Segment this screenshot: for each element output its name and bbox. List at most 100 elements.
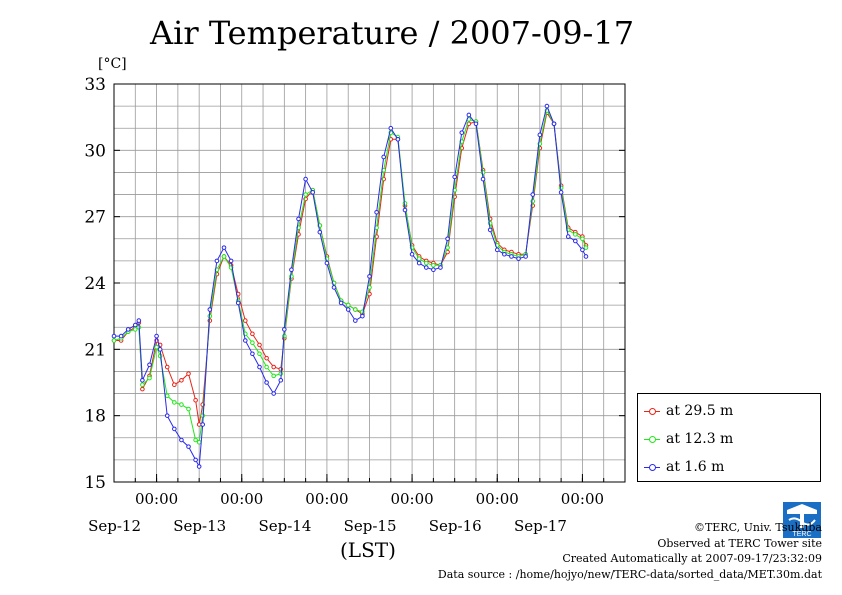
series-point-0 bbox=[264, 355, 269, 361]
legend-item-1-6m: at 1.6 m bbox=[644, 457, 724, 477]
series-point-1 bbox=[132, 327, 138, 332]
series-point-2 bbox=[221, 245, 227, 250]
series-point-2 bbox=[317, 229, 323, 235]
legend-swatch-12-3m bbox=[644, 434, 660, 444]
series-point-2 bbox=[345, 307, 351, 312]
series-point-1 bbox=[196, 439, 202, 445]
series-point-2 bbox=[157, 347, 163, 352]
series-point-2 bbox=[487, 227, 493, 233]
series-point-2 bbox=[331, 285, 337, 290]
series-point-2 bbox=[431, 267, 436, 273]
legend-swatch-29-5m bbox=[644, 406, 660, 416]
series-point-2 bbox=[136, 318, 142, 323]
series-point-0 bbox=[172, 382, 177, 388]
y-tick-label: 24 bbox=[84, 274, 106, 294]
legend: at 29.5 m at 12.3 m at 1.6 m bbox=[637, 393, 821, 482]
series-point-1 bbox=[179, 402, 184, 407]
series-point-2 bbox=[416, 260, 422, 266]
series-point-2 bbox=[480, 176, 486, 182]
series-point-1 bbox=[147, 375, 152, 381]
series-point-2 bbox=[583, 254, 589, 259]
chart-title: Air Temperature / 2007-09-17 bbox=[150, 14, 635, 52]
series-point-2 bbox=[381, 154, 386, 160]
series-point-2 bbox=[565, 234, 571, 239]
series-point-2 bbox=[367, 274, 372, 279]
legend-item-29-5m: at 29.5 m bbox=[644, 401, 733, 421]
series-point-2 bbox=[530, 192, 536, 197]
series-point-1 bbox=[353, 307, 358, 312]
series-point-2 bbox=[264, 380, 269, 385]
series-point-2 bbox=[179, 437, 184, 443]
series-point-0 bbox=[140, 386, 145, 392]
series-point-2 bbox=[452, 174, 457, 180]
series-point-2 bbox=[235, 300, 241, 306]
series-point-2 bbox=[214, 258, 220, 264]
x-tick-date-label: Sep-14 bbox=[258, 517, 311, 535]
series-point-2 bbox=[466, 112, 472, 118]
series-point-2 bbox=[438, 265, 443, 270]
series-point-2 bbox=[509, 254, 514, 259]
created-timestamp-text: Created Automatically at 2007-09-17/23:3… bbox=[562, 552, 822, 565]
series-point-1 bbox=[154, 344, 159, 350]
series-point-2 bbox=[473, 121, 479, 127]
series-point-2 bbox=[271, 391, 276, 396]
terc-logo-icon: TERC bbox=[783, 502, 821, 538]
series-point-0 bbox=[257, 342, 262, 348]
series-point-2 bbox=[502, 251, 507, 257]
series-point-2 bbox=[193, 457, 198, 463]
series-point-2 bbox=[207, 307, 213, 312]
series-point-2 bbox=[132, 322, 138, 328]
series-point-2 bbox=[250, 351, 255, 357]
x-tick-date-label: Sep-15 bbox=[344, 517, 397, 535]
series-point-2 bbox=[310, 190, 316, 195]
series-point-1 bbox=[193, 437, 198, 443]
series-point-2 bbox=[558, 190, 564, 195]
series-point-2 bbox=[186, 444, 191, 449]
series-point-1 bbox=[164, 393, 170, 399]
series-point-2 bbox=[172, 426, 177, 432]
series-point-2 bbox=[324, 260, 330, 266]
series-point-1 bbox=[186, 406, 191, 412]
series-point-1 bbox=[257, 351, 262, 357]
series-point-2 bbox=[573, 238, 578, 244]
series-point-1 bbox=[583, 245, 589, 250]
y-tick-label: 27 bbox=[84, 208, 106, 228]
series-point-2 bbox=[125, 327, 131, 332]
series-point-2 bbox=[551, 121, 557, 127]
series-point-2 bbox=[282, 327, 287, 332]
series-point-2 bbox=[289, 267, 294, 273]
series-point-2 bbox=[523, 254, 528, 259]
series-point-1 bbox=[140, 382, 145, 388]
logo-text: TERC bbox=[792, 531, 811, 538]
series-point-2 bbox=[296, 216, 301, 222]
series-point-0 bbox=[250, 331, 255, 337]
y-tick-label: 21 bbox=[84, 340, 106, 360]
series-point-2 bbox=[303, 176, 308, 182]
series-point-2 bbox=[278, 377, 284, 383]
series-point-2 bbox=[111, 333, 117, 339]
y-tick-label: 33 bbox=[84, 75, 106, 95]
series-point-2 bbox=[338, 300, 344, 306]
series-point-1 bbox=[264, 364, 269, 370]
series-point-0 bbox=[164, 364, 170, 370]
series-point-1 bbox=[250, 340, 255, 346]
x-tick-time-label: 00:00 bbox=[220, 490, 263, 508]
series-point-2 bbox=[147, 362, 152, 368]
series-point-2 bbox=[257, 364, 262, 370]
series-point-2 bbox=[140, 377, 145, 383]
observation-site-text: Observed at TERC Tower site bbox=[657, 536, 822, 550]
y-tick-label: 18 bbox=[84, 407, 106, 427]
series-point-2 bbox=[118, 333, 124, 339]
series-point-1 bbox=[221, 254, 227, 259]
series-point-2 bbox=[200, 422, 206, 427]
series-point-2 bbox=[353, 318, 358, 323]
y-tick-label: 15 bbox=[84, 473, 106, 493]
x-tick-time-label: 00:00 bbox=[561, 490, 604, 508]
x-tick-time-label: 00:00 bbox=[390, 490, 433, 508]
series-point-0 bbox=[242, 318, 248, 323]
series-point-2 bbox=[537, 132, 543, 138]
data-source-text: Data source : /home/hojyo/new/TERC-data/… bbox=[437, 567, 822, 581]
x-tick-time-label: 00:00 bbox=[135, 490, 178, 508]
series-point-1 bbox=[431, 263, 436, 268]
series-point-1 bbox=[172, 400, 177, 405]
